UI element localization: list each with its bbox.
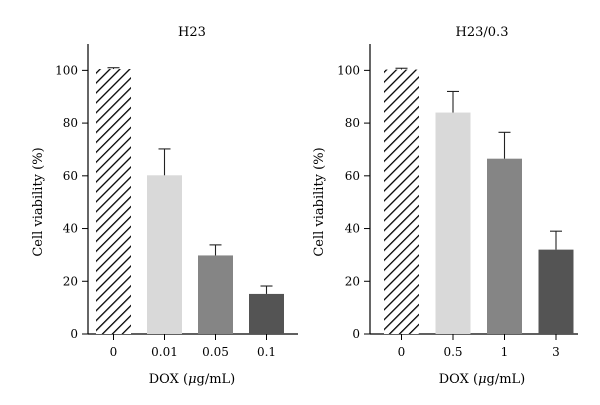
- y-tick-label: 0: [70, 327, 78, 341]
- y-tick-label: 80: [345, 116, 360, 130]
- x-axis-title: DOX (μg/mL): [439, 372, 526, 387]
- y-tick-label: 40: [345, 222, 360, 236]
- bar: [249, 293, 284, 334]
- y-axis-title: Cell viability (%): [31, 147, 46, 256]
- bar: [198, 255, 233, 334]
- y-tick-label: 100: [55, 63, 78, 77]
- bar: [96, 69, 131, 334]
- y-tick-label: 80: [63, 116, 78, 130]
- y-tick-label: 60: [63, 169, 78, 183]
- x-tick-label: 0.05: [202, 345, 229, 359]
- y-tick-label: 60: [345, 169, 360, 183]
- x-tick-label: 0.1: [257, 345, 276, 359]
- x-tick-label: 3: [552, 345, 560, 359]
- x-tick-label: 0.01: [151, 345, 178, 359]
- y-tick-label: 40: [63, 222, 78, 236]
- y-tick-label: 0: [352, 327, 360, 341]
- bar: [487, 158, 522, 334]
- x-tick-label: 1: [501, 345, 509, 359]
- x-axis-title: DOX (μg/mL): [149, 372, 236, 387]
- x-tick-label: 0.5: [443, 345, 462, 359]
- panel-h23: H23 Cell viability (%) DOX (μg/mL) 0 20 40…: [31, 25, 298, 387]
- y-tick-label: 100: [337, 63, 360, 77]
- y-tick-label: 20: [345, 274, 360, 288]
- bar: [435, 112, 471, 334]
- bar: [384, 69, 419, 334]
- y-axis-title: Cell viability (%): [312, 147, 327, 256]
- bar: [538, 249, 574, 334]
- y-tick-label: 20: [63, 274, 78, 288]
- panel-title: H23: [178, 25, 206, 40]
- panel-title: H23/0.3: [456, 25, 509, 40]
- x-tick-label: 0: [398, 345, 406, 359]
- bar: [147, 175, 182, 334]
- panel-h23-0-3: H23/0.3 Cell viability (%) DOX (μg/mL) 0…: [312, 25, 578, 387]
- x-tick-label: 0: [110, 345, 118, 359]
